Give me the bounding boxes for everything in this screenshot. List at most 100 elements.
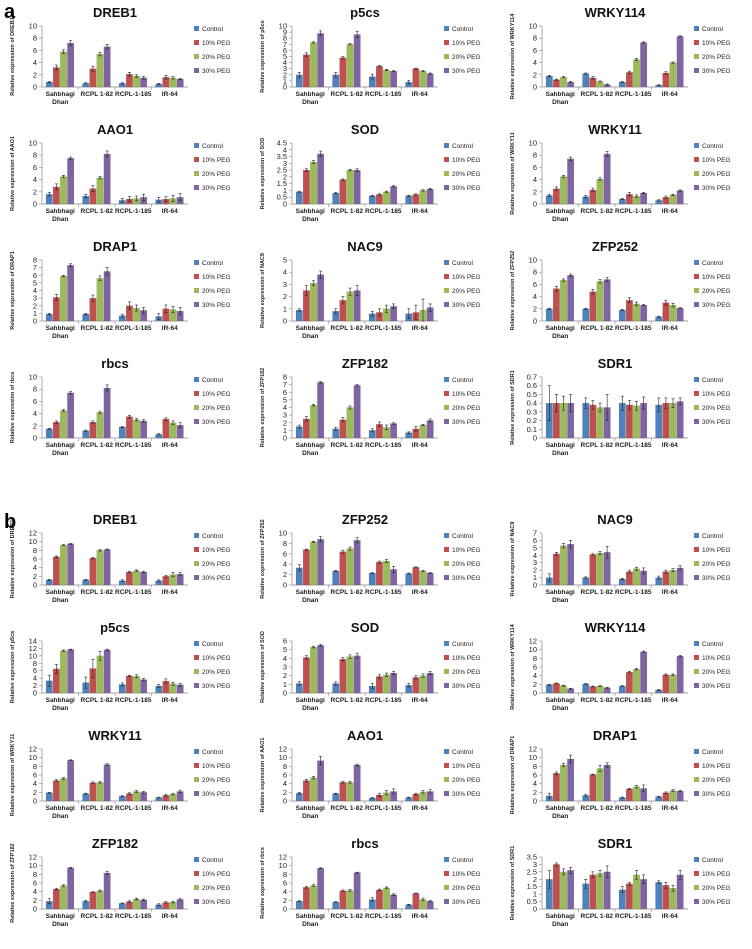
legend-swatch (694, 669, 699, 674)
y-axis-label: Relative expression of NAC9 (260, 253, 266, 328)
error-bar (47, 313, 51, 316)
bar (625, 883, 633, 910)
bar (545, 75, 553, 88)
error-bar (414, 675, 418, 680)
bar (140, 679, 148, 694)
error-bar (584, 72, 588, 75)
error-bar (84, 82, 88, 85)
y-axis-label: Relative expression of WRKY11 (510, 132, 516, 215)
legend-swatch (444, 68, 449, 73)
x-tick-label: Sahbhagi Dhan (46, 91, 75, 106)
x-tick-label: Sahbhagi Dhan (546, 913, 575, 928)
x-tick-label: RCPL 1-82 (581, 325, 614, 332)
error-bar (377, 792, 381, 797)
legend-label: 20% PEG (702, 777, 731, 784)
chart-title: DRAP1 (593, 728, 637, 743)
y-tick-label: 6 (533, 46, 537, 55)
legend-swatch (694, 655, 699, 660)
legend-swatch (194, 54, 199, 59)
bar (295, 309, 303, 322)
y-tick-label: 2 (33, 572, 37, 581)
bar (103, 649, 111, 694)
error-bar (598, 685, 602, 687)
chart-panel: ZFP182 Relative expression of ZFP182 01234… (260, 356, 481, 457)
error-bar (569, 687, 573, 690)
error-bar (84, 193, 88, 199)
bar (662, 302, 670, 322)
legend-swatch (194, 68, 199, 73)
error-bar (355, 652, 359, 659)
bar (176, 899, 184, 910)
y-axis-label: Relative expression of DREB1 (10, 520, 16, 599)
error-bar (69, 40, 73, 46)
y-axis-label: Relative expression of SOD (260, 138, 266, 210)
x-tick-label: RCPL-1-185 (615, 91, 652, 98)
y-tick-label: 9 (283, 28, 287, 37)
error-bar (414, 792, 418, 796)
error-bar (407, 796, 411, 799)
error-bar (385, 424, 389, 430)
error-bar (348, 287, 352, 296)
y-tick-label: 0 (533, 797, 537, 806)
bar (625, 571, 633, 586)
y-axis-label: Relative expression of WRKY11 (10, 734, 16, 817)
y-tick-label: 0 (283, 905, 287, 914)
error-bar (554, 394, 558, 413)
legend-label: 20% PEG (452, 669, 481, 676)
error-bar (120, 313, 124, 318)
y-axis-label: Relative expression of rbcs (10, 372, 16, 444)
error-bar (620, 395, 624, 411)
legend-label: 20% PEG (202, 777, 231, 784)
x-tick-label: RCPL 1-82 (81, 589, 114, 596)
bar (310, 42, 317, 88)
error-bar (605, 83, 609, 86)
legend-swatch (444, 561, 449, 566)
chart-panel: AAO1 Relative expression of AAO1 0 2 4 6 8 10 Sa… (10, 122, 231, 223)
bar (346, 548, 354, 586)
bar (603, 279, 611, 322)
legend-swatch (194, 683, 199, 688)
chart-title: WRKY114 (585, 5, 646, 20)
legend-label: 20% PEG (202, 669, 231, 676)
bar (669, 402, 677, 439)
y-tick-label: 0 (533, 317, 537, 326)
x-tick-label: RCPL 1-82 (581, 91, 614, 98)
error-bar (569, 394, 573, 413)
error-bar (348, 169, 352, 172)
legend-swatch (694, 791, 699, 796)
y-tick-label: 1.5 (527, 882, 537, 891)
bar (295, 793, 303, 802)
x-tick-label: Sahbhagi Dhan (296, 913, 325, 928)
y-tick-label: 0 (533, 83, 537, 92)
y-tick-label: 2 (533, 304, 537, 313)
bar (589, 404, 597, 439)
error-bar (47, 898, 51, 905)
bar (353, 540, 361, 586)
error-bar (171, 900, 175, 904)
error-bar (627, 569, 631, 574)
legend-swatch (694, 302, 699, 307)
bar (96, 53, 104, 88)
legend-swatch (444, 655, 449, 660)
error-bar (605, 277, 609, 282)
y-tick-label: 2 (33, 681, 37, 690)
bar (125, 571, 133, 586)
bar (669, 304, 677, 322)
bar (662, 72, 670, 88)
y-tick-label: 0 (33, 317, 37, 326)
bar (60, 650, 67, 694)
error-bar (178, 193, 182, 202)
y-tick-label: 14 (29, 637, 37, 646)
error-bar (69, 391, 73, 395)
bar (67, 158, 75, 205)
error-bar (69, 759, 73, 762)
error-bar (421, 790, 425, 794)
error-bar (657, 199, 661, 202)
error-bar (142, 306, 146, 314)
error-bar (657, 84, 661, 87)
legend-label: 20% PEG (452, 288, 481, 295)
y-tick-label: 0.1 (527, 425, 537, 434)
error-bar (671, 61, 675, 64)
